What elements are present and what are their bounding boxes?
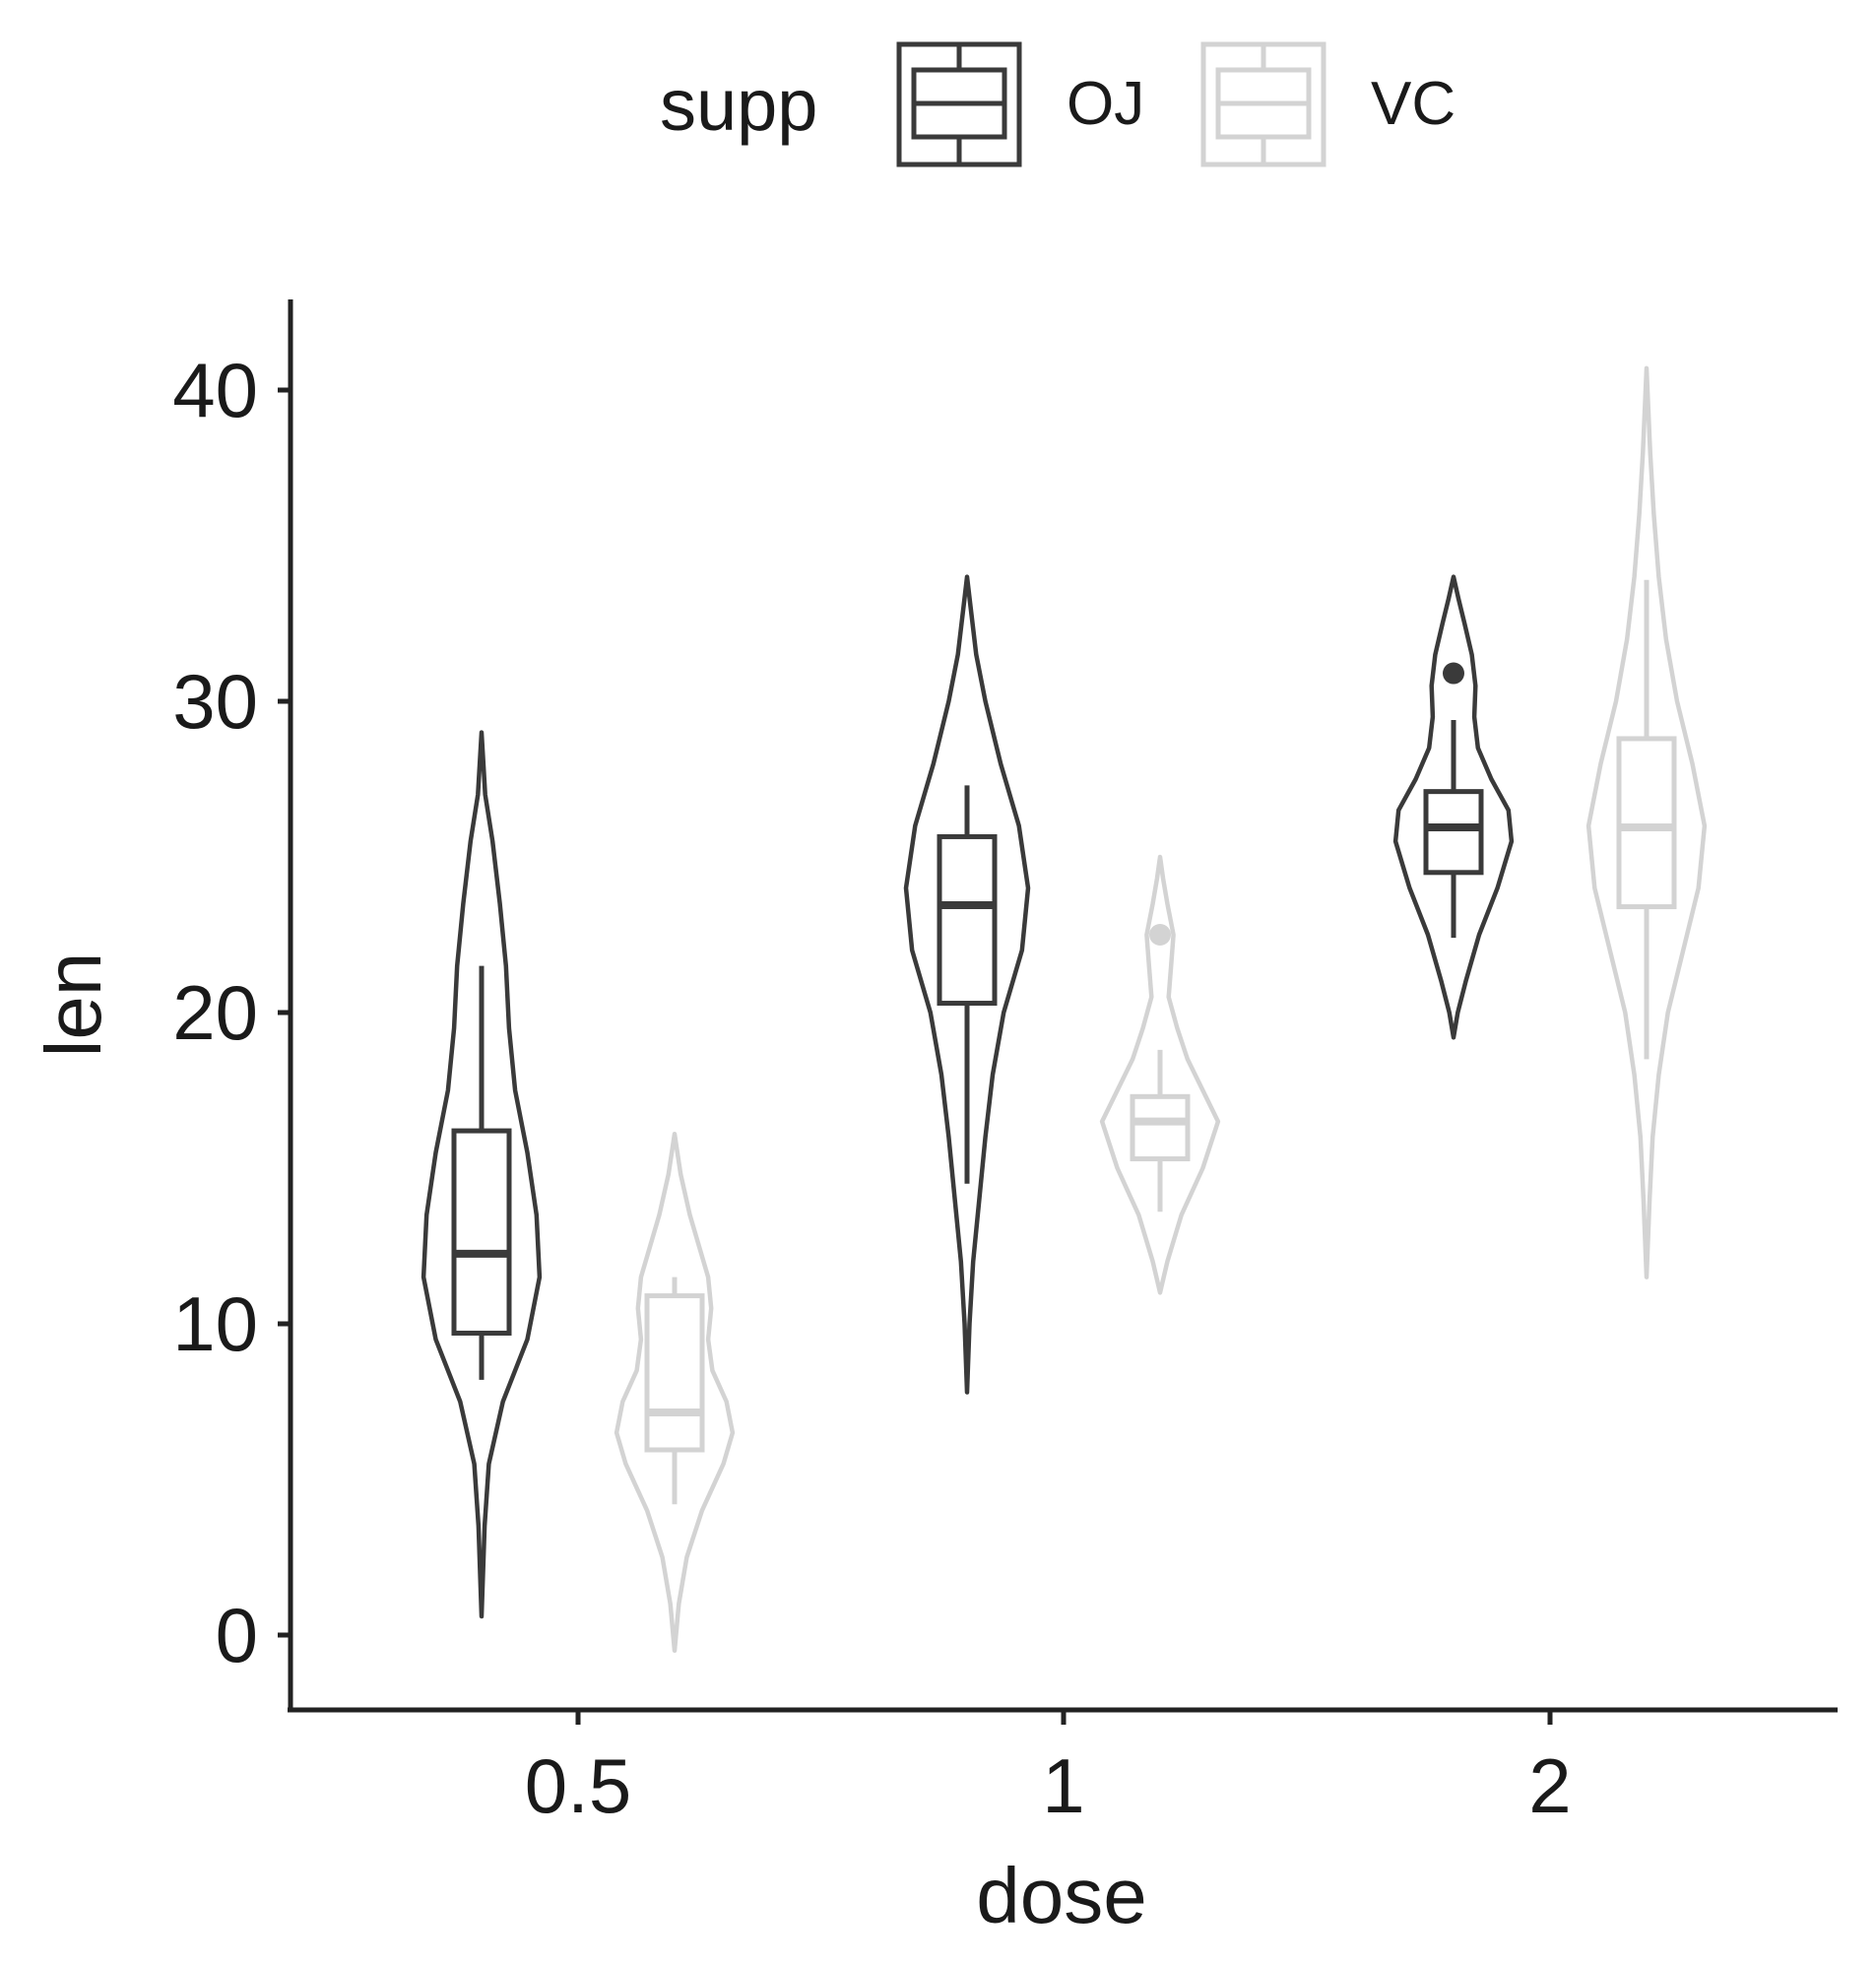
legend-label-vc: VC bbox=[1371, 70, 1456, 138]
box-oj-2 bbox=[1423, 789, 1484, 876]
legend-key-oj bbox=[896, 41, 1022, 167]
y-tick-label: 20 bbox=[172, 969, 258, 1056]
violin-vc-0.5 bbox=[614, 1131, 736, 1654]
violin-oj-0.5 bbox=[420, 730, 543, 1619]
y-tick-label: 30 bbox=[172, 658, 258, 745]
violin-oj-1 bbox=[903, 574, 1031, 1395]
box-vc-2 bbox=[1616, 736, 1677, 910]
box-oj-0.5 bbox=[451, 1128, 512, 1336]
outlier-oj-2 bbox=[1443, 662, 1464, 685]
y-tick-label: 10 bbox=[172, 1280, 258, 1367]
plot-area bbox=[420, 365, 1708, 1654]
x-tick-label: 0.5 bbox=[525, 1742, 631, 1829]
box-oj-1 bbox=[937, 833, 998, 1007]
x-axis-ticks: 0.5 1 2 bbox=[525, 1710, 1572, 1829]
violin-oj-2 bbox=[1392, 574, 1515, 1040]
legend-key-vc bbox=[1200, 41, 1326, 167]
x-axis-label: dose bbox=[976, 1852, 1146, 1939]
y-axis-ticks: 0 10 20 30 40 bbox=[172, 347, 291, 1678]
x-tick-label: 2 bbox=[1528, 1742, 1571, 1829]
y-tick-label: 0 bbox=[216, 1592, 258, 1678]
violin-vc-1 bbox=[1099, 854, 1221, 1295]
legend-label-oj: OJ bbox=[1067, 70, 1144, 138]
legend-title: supp bbox=[660, 64, 817, 146]
box-vc-0.5 bbox=[644, 1293, 705, 1453]
violin-vc-2 bbox=[1585, 365, 1708, 1279]
y-axis-label: len bbox=[30, 952, 117, 1058]
legend: supp OJ VC bbox=[660, 41, 1456, 167]
box-vc-1 bbox=[1130, 1093, 1191, 1162]
y-tick-label: 40 bbox=[172, 347, 258, 433]
x-tick-label: 1 bbox=[1042, 1742, 1084, 1829]
outlier-vc-1 bbox=[1149, 924, 1171, 946]
